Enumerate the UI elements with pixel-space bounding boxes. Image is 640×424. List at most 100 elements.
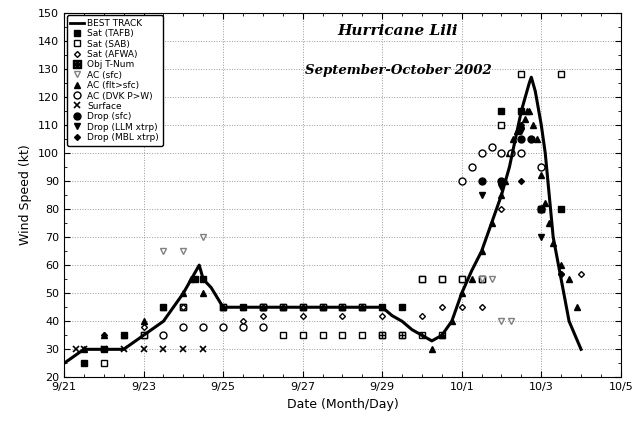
AC (flt>sfc) — [339, 305, 346, 310]
Drop (LLM xtrp) — [518, 128, 525, 133]
BEST TRACK — [408, 327, 416, 332]
BEST TRACK — [299, 305, 307, 310]
Sat (AFWA) — [538, 206, 545, 212]
BEST TRACK — [511, 137, 519, 142]
AC (flt>sfc) — [565, 276, 573, 282]
Drop (LLM xtrp) — [477, 192, 485, 198]
Sat (SAB) — [259, 305, 267, 310]
Sat (AFWA) — [100, 333, 108, 338]
Sat (TAFB) — [358, 305, 366, 310]
BEST TRACK — [525, 80, 533, 85]
Sat (SAB) — [538, 206, 545, 212]
AC (sfc) — [200, 234, 207, 240]
Sat (SAB) — [398, 333, 406, 338]
AC (DVK P>W) — [477, 151, 485, 156]
BEST TRACK — [522, 94, 529, 99]
BEST TRACK — [527, 75, 535, 80]
AC (flt>sfc) — [524, 109, 531, 114]
BEST TRACK — [418, 333, 426, 338]
Sat (TAFB) — [159, 305, 167, 310]
BEST TRACK — [565, 319, 573, 324]
Sat (TAFB) — [100, 347, 108, 352]
Sat (TAFB) — [191, 276, 199, 282]
BEST TRACK — [319, 305, 326, 310]
AC (DVK P>W) — [498, 151, 506, 156]
AC (flt>sfc) — [529, 123, 537, 128]
Sat (SAB) — [279, 333, 287, 338]
AC (DVK P>W) — [508, 151, 515, 156]
Line: Sat (AFWA): Sat (AFWA) — [102, 123, 583, 338]
BEST TRACK — [100, 347, 108, 352]
Sat (SAB) — [518, 72, 525, 77]
Sat (AFWA) — [458, 305, 465, 310]
AC (flt>sfc) — [518, 123, 525, 128]
Sat (SAB) — [358, 333, 366, 338]
AC (flt>sfc) — [488, 220, 495, 226]
BEST TRACK — [506, 165, 513, 170]
Sat (TAFB) — [498, 109, 506, 114]
Sat (TAFB) — [279, 305, 287, 310]
AC (flt>sfc) — [448, 319, 456, 324]
BEST TRACK — [159, 319, 167, 324]
Line: Drop (sfc): Drop (sfc) — [478, 136, 545, 212]
Y-axis label: Wind Speed (kt): Wind Speed (kt) — [19, 145, 33, 245]
AC (DVK P>W) — [239, 324, 247, 329]
AC (flt>sfc) — [541, 201, 549, 206]
Sat (AFWA) — [259, 313, 267, 318]
AC (flt>sfc) — [259, 305, 267, 310]
Obj T-Num — [418, 333, 426, 338]
Sat (AFWA) — [477, 305, 485, 310]
AC (flt>sfc) — [80, 347, 88, 352]
Line: BEST TRACK: BEST TRACK — [64, 77, 581, 363]
AC (flt>sfc) — [458, 291, 465, 296]
Sat (AFWA) — [299, 313, 307, 318]
Surface — [140, 347, 147, 352]
BEST TRACK — [60, 361, 68, 366]
Sat (AFWA) — [179, 305, 187, 310]
AC (DVK P>W) — [179, 324, 187, 329]
Drop (sfc) — [477, 179, 485, 184]
Line: Sat (TAFB): Sat (TAFB) — [81, 108, 564, 366]
AC (flt>sfc) — [538, 173, 545, 178]
BEST TRACK — [498, 192, 506, 198]
Obj T-Num — [358, 305, 366, 310]
Sat (AFWA) — [418, 313, 426, 318]
AC (sfc) — [498, 319, 506, 324]
Sat (SAB) — [557, 72, 565, 77]
Sat (TAFB) — [538, 206, 545, 212]
AC (flt>sfc) — [279, 305, 287, 310]
AC (flt>sfc) — [506, 151, 513, 156]
BEST TRACK — [428, 338, 436, 343]
Sat (SAB) — [100, 361, 108, 366]
AC (flt>sfc) — [428, 347, 436, 352]
BEST TRACK — [557, 276, 565, 282]
BEST TRACK — [488, 220, 495, 226]
Sat (TAFB) — [319, 305, 326, 310]
Sat (SAB) — [458, 276, 465, 282]
AC (flt>sfc) — [477, 248, 485, 254]
BEST TRACK — [207, 285, 215, 290]
Sat (TAFB) — [120, 333, 127, 338]
BEST TRACK — [378, 305, 386, 310]
AC (flt>sfc) — [513, 128, 521, 133]
BEST TRACK — [220, 305, 227, 310]
Sat (AFWA) — [140, 324, 147, 329]
Sat (AFWA) — [239, 319, 247, 324]
AC (flt>sfc) — [299, 305, 307, 310]
AC (flt>sfc) — [100, 333, 108, 338]
Drop (sfc) — [498, 179, 506, 184]
Sat (AFWA) — [339, 313, 346, 318]
Surface — [179, 347, 187, 352]
BEST TRACK — [339, 305, 346, 310]
Sat (SAB) — [220, 305, 227, 310]
AC (DVK P>W) — [159, 333, 167, 338]
Drop (LLM xtrp) — [498, 184, 506, 189]
Sat (SAB) — [299, 333, 307, 338]
BEST TRACK — [279, 305, 287, 310]
Sat (TAFB) — [339, 305, 346, 310]
Sat (AFWA) — [518, 123, 525, 128]
AC (flt>sfc) — [438, 333, 445, 338]
Drop (MBL xtrp) — [557, 271, 565, 276]
BEST TRACK — [438, 333, 445, 338]
Sat (TAFB) — [557, 206, 565, 212]
